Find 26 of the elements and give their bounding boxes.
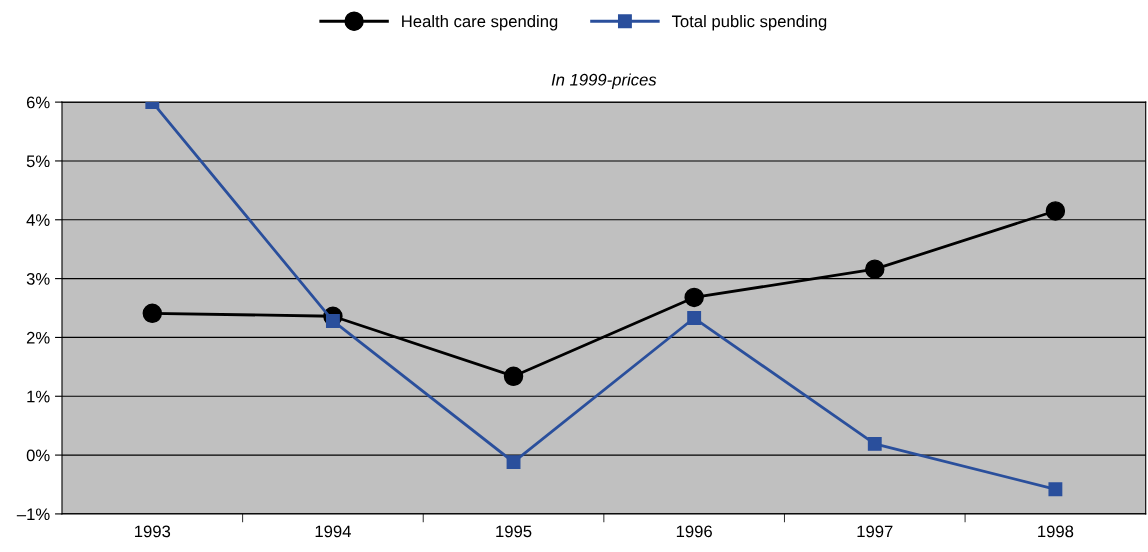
y-tick-label: 1% — [27, 390, 50, 403]
legend-label: Health care spending — [402, 15, 558, 31]
y-tick-label: –1% — [16, 508, 50, 521]
y-tick-label: 4% — [26, 214, 50, 226]
chart-subtitle: In 1999-prices — [551, 73, 657, 89]
x-tick-label: 1994 — [315, 525, 351, 538]
x-tick-label: 1993 — [135, 525, 171, 538]
legend-label: Total public spending — [671, 15, 827, 31]
x-tick-label: 1996 — [676, 525, 712, 538]
x-tick-label: 1995 — [496, 525, 532, 538]
y-tick-label: 2% — [26, 331, 50, 344]
point — [506, 455, 521, 470]
point — [1048, 482, 1063, 497]
point — [503, 366, 524, 386]
y-tick-label: 0% — [26, 449, 50, 462]
x-tick-label: 1997 — [857, 525, 893, 538]
x-tick-label: 1998 — [1038, 525, 1074, 538]
point — [867, 436, 882, 451]
y-tick-label: 5% — [26, 155, 50, 168]
point — [687, 311, 702, 325]
point — [684, 287, 704, 308]
y-tick-label: 6% — [26, 96, 50, 109]
point — [142, 303, 163, 324]
y-tick-label: 3% — [26, 273, 50, 285]
point — [865, 259, 885, 279]
point — [1045, 201, 1066, 221]
